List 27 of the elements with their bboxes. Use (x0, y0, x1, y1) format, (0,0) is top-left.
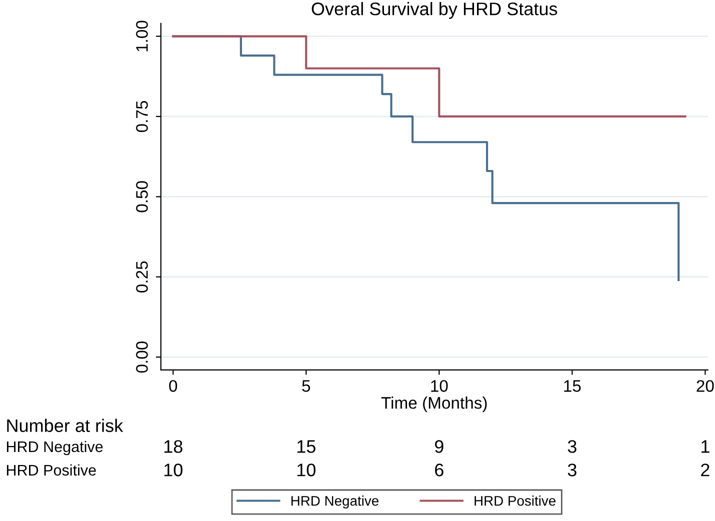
text: 2 (701, 464, 710, 476)
y-tick-label: 0.25 (136, 261, 148, 292)
text: Number at risk (7, 418, 124, 432)
text: 10 (164, 464, 182, 476)
text: 15 (297, 440, 316, 453)
x-tick-label: 0 (169, 380, 178, 392)
legend-label: HRD Negative (291, 496, 378, 508)
x-tick-label: 10 (431, 380, 448, 392)
y-tick-label: 0.50 (136, 181, 148, 212)
text: 1 (702, 440, 710, 453)
y-tick-label: 1.00 (136, 20, 148, 52)
text: 18 (164, 440, 182, 453)
x-tick-label: 20 (696, 380, 714, 392)
y-tick-label: 0.00 (136, 342, 148, 373)
text: 9 (434, 440, 444, 453)
text: 3 (568, 440, 576, 453)
text: 3 (568, 464, 576, 476)
x-axis-title: Time (Months) (381, 396, 487, 412)
text: HRD Negative (6, 440, 103, 456)
x-tick-label: 5 (302, 380, 310, 392)
y-tick-label: 0.75 (136, 100, 148, 132)
text: HRD Positive (6, 464, 96, 476)
text: 10 (297, 464, 316, 476)
text: 6 (435, 464, 444, 476)
legend-label: HRD Positive (474, 496, 556, 506)
chart-title: Overal Survival by HRD Status (312, 2, 558, 19)
x-tick-label: 15 (564, 380, 581, 392)
